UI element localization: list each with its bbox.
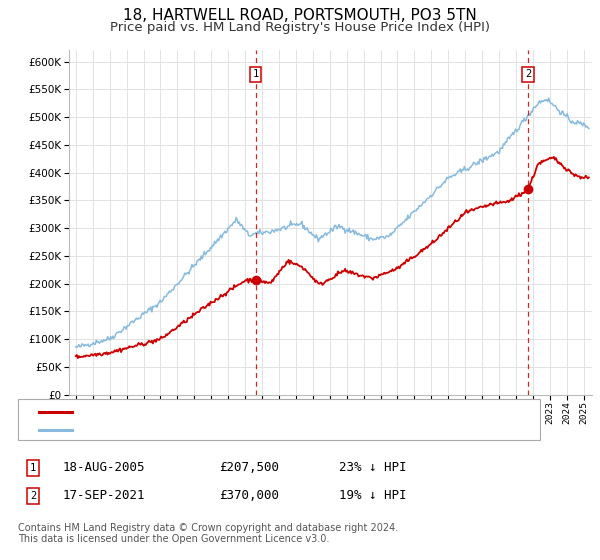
Text: 2: 2 <box>525 69 531 80</box>
Text: Contains HM Land Registry data © Crown copyright and database right 2024.: Contains HM Land Registry data © Crown c… <box>18 522 398 533</box>
Text: 1: 1 <box>30 463 36 473</box>
Text: 1: 1 <box>253 69 259 80</box>
Text: 18, HARTWELL ROAD, PORTSMOUTH, PO3 5TN (detached house): 18, HARTWELL ROAD, PORTSMOUTH, PO3 5TN (… <box>78 407 449 417</box>
Text: £207,500: £207,500 <box>219 461 279 474</box>
Text: 2: 2 <box>30 491 36 501</box>
Text: HPI: Average price, detached house, Portsmouth: HPI: Average price, detached house, Port… <box>78 424 389 435</box>
Text: 19% ↓ HPI: 19% ↓ HPI <box>339 489 407 502</box>
Text: 17-SEP-2021: 17-SEP-2021 <box>63 489 146 502</box>
Text: This data is licensed under the Open Government Licence v3.0.: This data is licensed under the Open Gov… <box>18 534 329 544</box>
Text: 18, HARTWELL ROAD, PORTSMOUTH, PO3 5TN: 18, HARTWELL ROAD, PORTSMOUTH, PO3 5TN <box>123 8 477 24</box>
Text: £370,000: £370,000 <box>219 489 279 502</box>
Text: 23% ↓ HPI: 23% ↓ HPI <box>339 461 407 474</box>
Text: Price paid vs. HM Land Registry's House Price Index (HPI): Price paid vs. HM Land Registry's House … <box>110 21 490 34</box>
Text: 18-AUG-2005: 18-AUG-2005 <box>63 461 146 474</box>
